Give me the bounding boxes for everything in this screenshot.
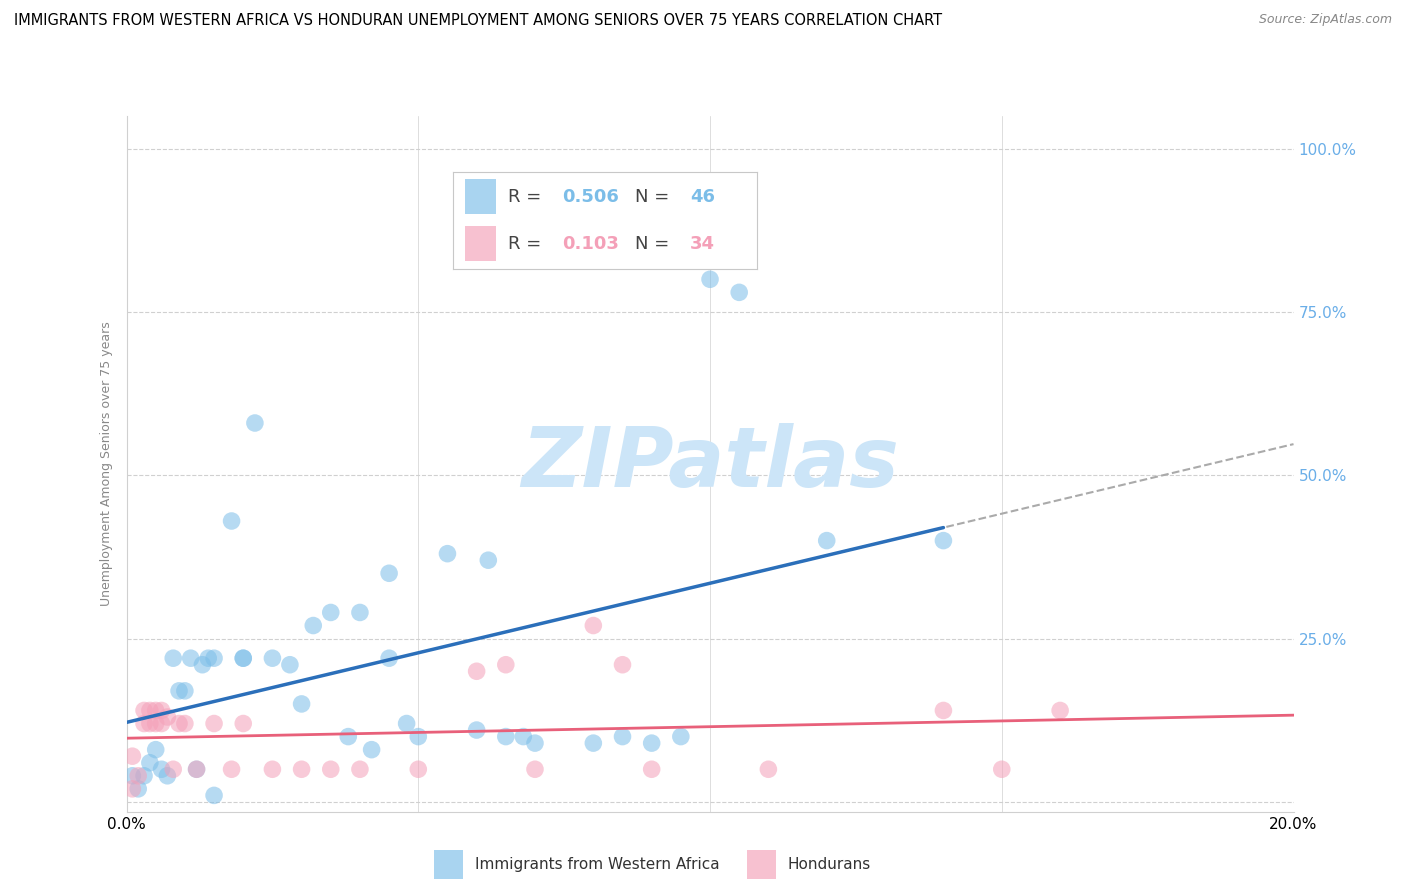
Point [150, 703, 173, 717]
Text: Immigrants from Western Africa: Immigrants from Western Africa [475, 857, 720, 871]
Point [337, 730, 360, 744]
Point [262, 651, 284, 665]
Text: R =: R = [508, 188, 547, 206]
Point [232, 651, 254, 665]
Point [408, 730, 430, 744]
Y-axis label: Unemployment Among Seniors over 75 years: Unemployment Among Seniors over 75 years [100, 321, 114, 607]
Point [815, 533, 838, 548]
Point [612, 657, 634, 672]
Point [186, 762, 208, 776]
Point [290, 762, 312, 776]
Point [121, 749, 143, 764]
Point [990, 762, 1012, 776]
Text: 46: 46 [690, 188, 716, 206]
Point [127, 781, 149, 796]
Text: Source: ZipAtlas.com: Source: ZipAtlas.com [1258, 13, 1392, 27]
Point [669, 730, 692, 744]
Point [477, 553, 499, 567]
Point [145, 742, 167, 756]
Bar [747, 850, 776, 879]
Point [121, 781, 143, 796]
Point [121, 769, 143, 783]
Point [202, 716, 225, 731]
Point [145, 716, 167, 731]
Text: 34: 34 [690, 235, 716, 252]
Point [150, 716, 173, 731]
Point [139, 716, 162, 731]
Point [186, 762, 208, 776]
Point [302, 618, 325, 632]
Point [232, 651, 254, 665]
Point [640, 736, 664, 750]
Point [349, 606, 371, 620]
Point [319, 762, 342, 776]
Point [360, 742, 382, 756]
Point [290, 697, 312, 711]
Point [202, 651, 225, 665]
Point [202, 789, 225, 803]
Point [162, 762, 184, 776]
Point [582, 618, 605, 632]
Point [932, 533, 955, 548]
Point [524, 762, 547, 776]
Point [465, 665, 488, 679]
Text: N =: N = [636, 188, 675, 206]
Point [174, 716, 197, 731]
Point [378, 566, 401, 581]
Point [167, 684, 190, 698]
Point [243, 416, 266, 430]
Text: N =: N = [636, 235, 675, 252]
Point [756, 762, 779, 776]
Point [465, 723, 488, 737]
Bar [465, 227, 496, 261]
Point [132, 703, 155, 717]
Point [699, 272, 721, 286]
Point [139, 703, 162, 717]
Point [612, 730, 634, 744]
Point [221, 762, 243, 776]
Point [582, 736, 605, 750]
Point [167, 716, 190, 731]
Bar [465, 179, 496, 214]
Point [349, 762, 371, 776]
Point [174, 684, 197, 698]
Point [156, 769, 179, 783]
Bar [433, 850, 463, 879]
Point [221, 514, 243, 528]
Point [1049, 703, 1071, 717]
Point [728, 285, 751, 300]
Point [319, 606, 342, 620]
Point [132, 716, 155, 731]
Point [512, 730, 534, 744]
Point [127, 769, 149, 783]
Text: Hondurans: Hondurans [787, 857, 872, 871]
Point [132, 769, 155, 783]
Point [932, 703, 955, 717]
Point [495, 730, 517, 744]
Point [232, 716, 254, 731]
Point [408, 762, 430, 776]
Point [495, 657, 517, 672]
Point [640, 762, 664, 776]
Point [197, 651, 219, 665]
Text: IMMIGRANTS FROM WESTERN AFRICA VS HONDURAN UNEMPLOYMENT AMONG SENIORS OVER 75 YE: IMMIGRANTS FROM WESTERN AFRICA VS HONDUR… [14, 13, 942, 29]
Point [191, 657, 214, 672]
Point [150, 762, 173, 776]
Point [156, 710, 179, 724]
Point [145, 703, 167, 717]
Point [395, 716, 418, 731]
Point [262, 762, 284, 776]
Point [524, 736, 547, 750]
Text: ZIPatlas: ZIPatlas [522, 424, 898, 504]
Point [436, 547, 458, 561]
Text: R =: R = [508, 235, 547, 252]
Text: 0.103: 0.103 [562, 235, 620, 252]
Point [162, 651, 184, 665]
Point [180, 651, 202, 665]
Point [278, 657, 301, 672]
Point [139, 756, 162, 770]
Point [378, 651, 401, 665]
Text: 0.506: 0.506 [562, 188, 620, 206]
